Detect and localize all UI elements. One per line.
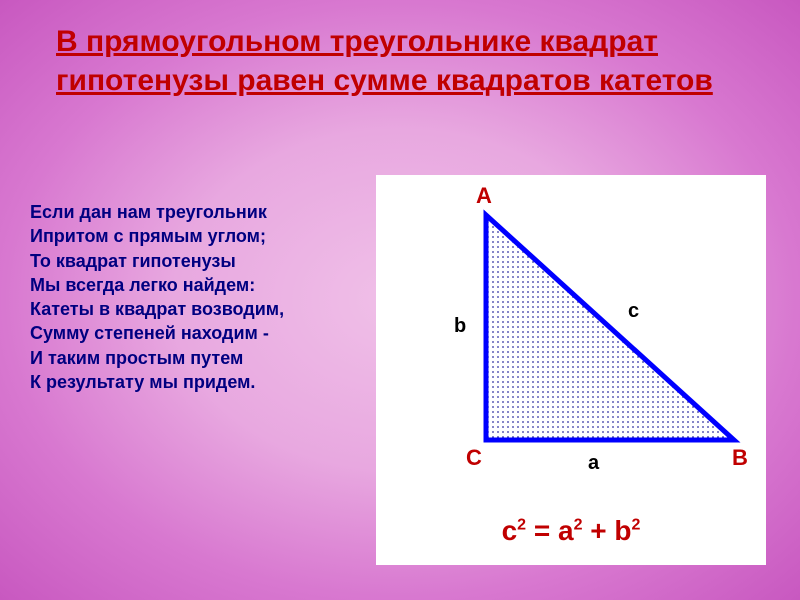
triangle-svg <box>376 175 766 495</box>
poem-line: И таким простым путем <box>30 346 370 370</box>
formula-c: c <box>502 515 518 546</box>
poem-line: Если дан нам треугольник <box>30 200 370 224</box>
vertex-label-a: A <box>476 183 492 209</box>
vertex-label-b: B <box>732 445 748 471</box>
poem-line: К результату мы придем. <box>30 370 370 394</box>
side-label-a: a <box>588 452 599 475</box>
poem-line: Ипритом с прямым углом; <box>30 224 370 248</box>
formula-sq: 2 <box>517 517 526 534</box>
poem-line: То квадрат гипотенузы <box>30 249 370 273</box>
poem-line: Мы всегда легко найдем: <box>30 273 370 297</box>
vertex-label-c: C <box>466 445 482 471</box>
triangle-diagram: A B C b a c c2 = a2 + b2 <box>376 175 766 565</box>
side-label-c: c <box>628 300 639 323</box>
formula-sq: 2 <box>632 517 641 534</box>
side-label-b: b <box>454 315 466 338</box>
poem-block: Если дан нам треугольник Ипритом с прямы… <box>30 200 370 394</box>
poem-line: Сумму степеней находим - <box>30 321 370 345</box>
poem-line: Катеты в квадрат возводим, <box>30 297 370 321</box>
theorem-title: В прямоугольном треугольнике квадрат гип… <box>56 22 760 100</box>
formula-a: a <box>558 515 574 546</box>
pythagoras-formula: c2 = a2 + b2 <box>376 515 766 547</box>
formula-plus: + <box>582 515 614 546</box>
formula-b: b <box>614 515 631 546</box>
formula-eq: = <box>526 515 558 546</box>
